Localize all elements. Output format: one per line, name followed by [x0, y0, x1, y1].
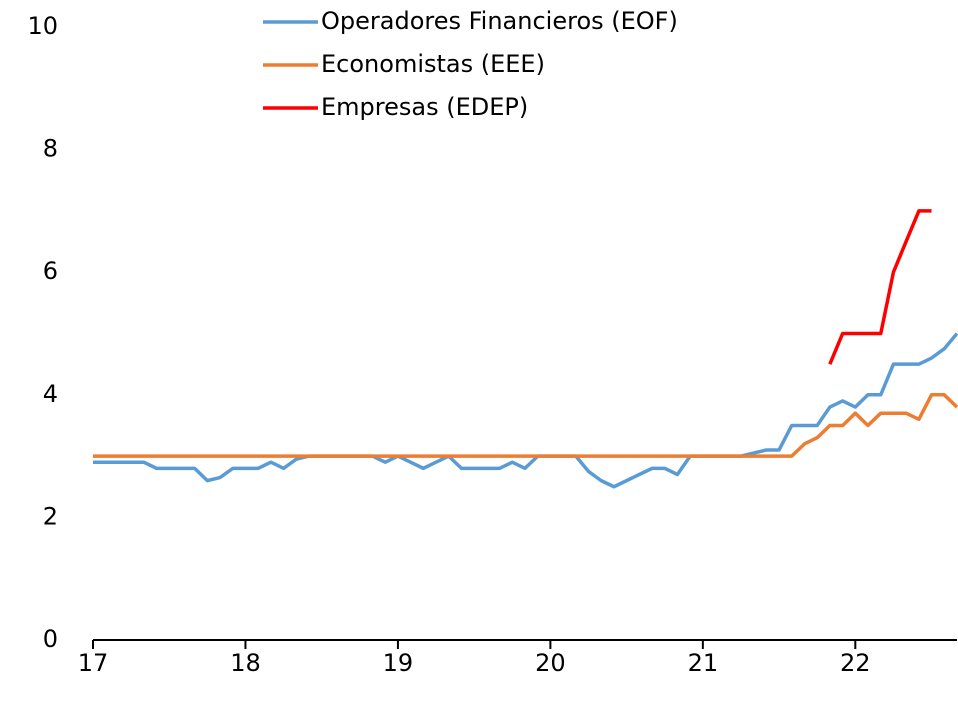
x-tick-label: 18: [230, 649, 261, 677]
legend-label: Economistas (EEE): [321, 50, 545, 78]
y-tick-label: 2: [43, 502, 58, 530]
legend-label: Empresas (EDEP): [321, 93, 528, 121]
legend-label: Operadores Financieros (EOF): [321, 7, 678, 35]
x-tick-label: 21: [688, 649, 719, 677]
x-tick-label: 19: [383, 649, 414, 677]
series-line: [93, 393, 958, 458]
series-line: [93, 332, 958, 489]
y-tick-label: 10: [27, 12, 58, 40]
x-tick-label: 22: [840, 649, 871, 677]
series-line: [828, 209, 932, 365]
y-tick-label: 6: [43, 257, 58, 285]
x-tick-label: 20: [535, 649, 566, 677]
x-tick-label: 17: [78, 649, 109, 677]
y-tick-label: 0: [43, 625, 58, 653]
y-tick-label: 8: [43, 135, 58, 163]
y-tick-label: 4: [43, 380, 58, 408]
